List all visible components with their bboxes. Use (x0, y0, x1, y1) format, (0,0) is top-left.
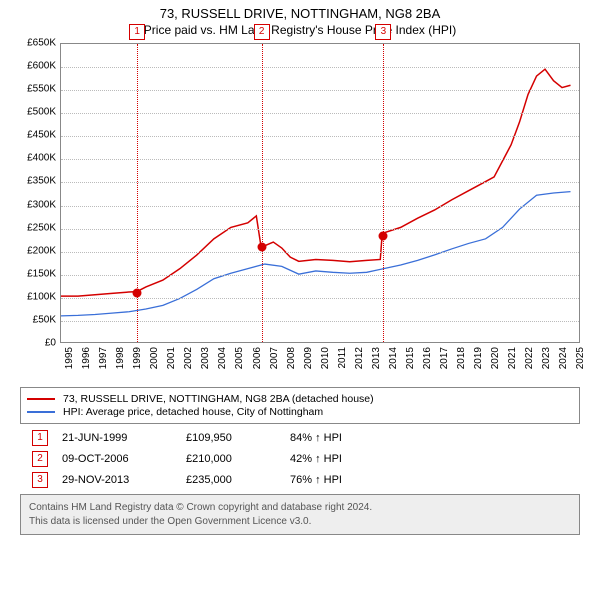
x-axis-label: 2006 (252, 347, 263, 369)
x-axis-label: 2012 (354, 347, 365, 369)
x-axis-label: 2023 (541, 347, 552, 369)
y-axis-label: £50K (6, 314, 56, 325)
sale-row-pct: 76% ↑ HPI (290, 474, 400, 486)
gridline-h (61, 113, 579, 114)
sale-row-badge: 3 (32, 472, 48, 488)
x-axis-label: 2024 (558, 347, 569, 369)
x-axis-label: 2009 (303, 347, 314, 369)
y-axis-label: £400K (6, 153, 56, 164)
y-axis-label: £250K (6, 222, 56, 233)
gridline-h (61, 206, 579, 207)
x-axis-label: 1995 (64, 347, 75, 369)
sale-row-date: 29-NOV-2013 (62, 474, 172, 486)
x-axis-label: 1996 (81, 347, 92, 369)
x-axis-label: 2022 (524, 347, 535, 369)
y-axis-label: £600K (6, 61, 56, 72)
y-axis-label: £200K (6, 245, 56, 256)
sale-marker-dot (379, 231, 388, 240)
x-axis-label: 2019 (473, 347, 484, 369)
x-axis-label: 2018 (456, 347, 467, 369)
x-axis-label: 2017 (439, 347, 450, 369)
footer-line-1: Contains HM Land Registry data © Crown c… (29, 501, 571, 515)
legend-row: HPI: Average price, detached house, City… (27, 406, 573, 418)
x-axis-label: 2001 (166, 347, 177, 369)
x-axis-label: 2005 (234, 347, 245, 369)
sale-row-price: £109,950 (186, 432, 276, 444)
sale-row: 2 09-OCT-2006 £210,000 42% ↑ HPI (32, 451, 580, 467)
footer-attribution: Contains HM Land Registry data © Crown c… (20, 494, 580, 535)
sale-row-price: £210,000 (186, 453, 276, 465)
sale-marker-badge: 1 (129, 24, 145, 40)
x-axis-label: 1998 (115, 347, 126, 369)
legend-row: 73, RUSSELL DRIVE, NOTTINGHAM, NG8 2BA (… (27, 393, 573, 405)
chart-area: 123 £0£50K£100K£150K£200K£250K£300K£350K… (10, 43, 590, 383)
sale-row: 3 29-NOV-2013 £235,000 76% ↑ HPI (32, 472, 580, 488)
legend-label: 73, RUSSELL DRIVE, NOTTINGHAM, NG8 2BA (… (63, 393, 374, 405)
plot-region: 123 (60, 43, 580, 343)
sale-marker-dot (133, 289, 142, 298)
x-axis-label: 2000 (149, 347, 160, 369)
x-axis-label: 2014 (388, 347, 399, 369)
sale-row-pct: 84% ↑ HPI (290, 432, 400, 444)
gridline-h (61, 252, 579, 253)
x-axis-label: 2004 (217, 347, 228, 369)
sale-marker-line (383, 44, 384, 342)
x-axis-label: 2020 (490, 347, 501, 369)
gridline-h (61, 321, 579, 322)
sale-row-badge: 1 (32, 430, 48, 446)
legend-swatch (27, 398, 55, 400)
x-axis-label: 2011 (337, 347, 348, 369)
footer-line-2: This data is licensed under the Open Gov… (29, 515, 571, 529)
x-axis-label: 2010 (320, 347, 331, 369)
x-axis-label: 2021 (507, 347, 518, 369)
x-axis-label: 2003 (200, 347, 211, 369)
sale-row-price: £235,000 (186, 474, 276, 486)
sales-table: 1 21-JUN-1999 £109,950 84% ↑ HPI 2 09-OCT-200… (20, 430, 580, 488)
y-axis-label: £550K (6, 84, 56, 95)
gridline-h (61, 67, 579, 68)
x-axis-label: 2007 (269, 347, 280, 369)
y-axis-label: £500K (6, 107, 56, 118)
gridline-h (61, 90, 579, 91)
sale-row-date: 09-OCT-2006 (62, 453, 172, 465)
x-axis-label: 2015 (405, 347, 416, 369)
sale-row-badge: 2 (32, 451, 48, 467)
legend-swatch (27, 411, 55, 413)
x-axis-label: 1999 (132, 347, 143, 369)
x-axis-label: 2008 (286, 347, 297, 369)
legend-label: HPI: Average price, detached house, City… (63, 406, 323, 418)
sale-row-date: 21-JUN-1999 (62, 432, 172, 444)
y-axis-label: £0 (6, 338, 56, 349)
gridline-h (61, 136, 579, 137)
x-axis-label: 2013 (371, 347, 382, 369)
gridline-h (61, 159, 579, 160)
gridline-h (61, 298, 579, 299)
x-axis-label: 2016 (422, 347, 433, 369)
y-axis-label: £650K (6, 38, 56, 49)
sale-marker-line (262, 44, 263, 342)
x-axis-label: 2002 (183, 347, 194, 369)
y-axis-label: £150K (6, 268, 56, 279)
y-axis-label: £100K (6, 291, 56, 302)
gridline-h (61, 229, 579, 230)
sale-marker-dot (257, 243, 266, 252)
gridline-h (61, 182, 579, 183)
legend-box: 73, RUSSELL DRIVE, NOTTINGHAM, NG8 2BA (… (20, 387, 580, 424)
sale-marker-badge: 3 (375, 24, 391, 40)
sale-row: 1 21-JUN-1999 £109,950 84% ↑ HPI (32, 430, 580, 446)
gridline-h (61, 275, 579, 276)
y-axis-label: £450K (6, 130, 56, 141)
chart-title: 73, RUSSELL DRIVE, NOTTINGHAM, NG8 2BA (0, 6, 600, 21)
x-axis-label: 2025 (575, 347, 586, 369)
y-axis-label: £300K (6, 199, 56, 210)
chart-subtitle: Price paid vs. HM Land Registry's House … (0, 23, 600, 37)
y-axis-label: £350K (6, 176, 56, 187)
sale-row-pct: 42% ↑ HPI (290, 453, 400, 465)
x-axis-label: 1997 (98, 347, 109, 369)
sale-marker-badge: 2 (254, 24, 270, 40)
